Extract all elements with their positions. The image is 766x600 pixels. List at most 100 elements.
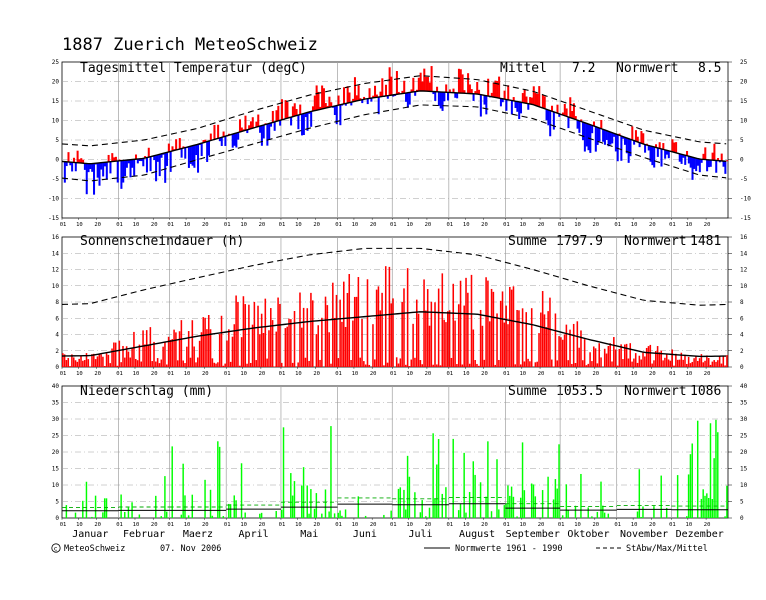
temp-bar (284, 100, 287, 119)
sunshine-bar (476, 363, 478, 367)
day-tick-label: 20 (94, 522, 101, 528)
temp-bar (711, 152, 714, 161)
day-tick-label: 20 (425, 522, 432, 528)
temp-bar (120, 160, 123, 189)
day-tick-label: 01 (558, 522, 565, 528)
sunshine-bar (153, 341, 155, 367)
y-tick-right: 10 (740, 482, 748, 489)
sunshine-bar (359, 357, 361, 367)
precip-bar (228, 503, 230, 518)
sunshine-bar (717, 360, 719, 367)
sunshine-bar (618, 348, 621, 367)
temp-bar (492, 82, 495, 97)
day-tick-label: 10 (631, 371, 638, 377)
temp-bar (476, 81, 479, 94)
temp-bar (270, 123, 273, 127)
sunshine-bar (587, 363, 590, 367)
precip-bar (339, 510, 341, 518)
temp-bar (551, 105, 554, 111)
sunshine-bar (428, 325, 431, 367)
precip-bar (308, 513, 310, 518)
sunshine-bar (470, 274, 473, 367)
day-tick-label: 10 (240, 371, 247, 377)
temp-bar (171, 146, 174, 152)
footer: c MeteoSchweiz 07. Nov 2006 Normwerte 19… (51, 543, 708, 554)
sunshine-bar (465, 277, 467, 367)
day-tick-label: 20 (259, 522, 266, 528)
precip-bar (709, 423, 712, 518)
temp-bar (89, 163, 92, 170)
precip-bar (91, 516, 93, 518)
day-tick-label: 20 (538, 522, 545, 528)
day-tick-label: 20 (259, 371, 266, 377)
y-tick-right: -5 (740, 176, 748, 183)
temp-bar (193, 145, 196, 168)
sunshine-title: Sonnenscheindauer (h) (80, 234, 244, 249)
legend-stat: StAbw/Max/Mittel (626, 544, 708, 554)
sunshine-bar (514, 364, 517, 367)
temp-bar (665, 150, 668, 155)
temp-bar (302, 113, 305, 136)
precip-bar (602, 505, 604, 518)
temp-bar (415, 89, 419, 92)
temp-bar (162, 153, 165, 155)
sunshine-bar (142, 330, 144, 367)
sunshine-bar (113, 342, 115, 367)
temp-bar (448, 89, 451, 93)
temp-bar (280, 99, 283, 121)
precip-bar (315, 493, 318, 518)
temp-bar (311, 106, 315, 112)
sunshine-bar (472, 329, 475, 367)
sunshine-bar (530, 308, 533, 367)
temp-bar (355, 95, 358, 102)
temp-bar (498, 76, 501, 98)
sunshine-bar (158, 363, 161, 367)
temp-bar (552, 111, 555, 130)
temp-bar (255, 121, 258, 128)
precip-bar (432, 433, 434, 518)
day-tick-label: 20 (649, 522, 656, 528)
temp-bar (145, 157, 148, 173)
sunshine-bar (607, 345, 610, 367)
sunshine-bar (644, 356, 646, 367)
precip-bar (521, 442, 524, 518)
sunshine-bar (547, 311, 549, 367)
precip-bar (182, 463, 184, 518)
sunshine-bar (311, 300, 314, 367)
sunshine-bar (561, 339, 564, 367)
sunshine-bar (384, 266, 387, 367)
temp-bar (687, 155, 690, 164)
precip-bar (532, 484, 535, 518)
temp-bar (333, 106, 336, 116)
sunshine-bar (355, 296, 358, 367)
y-tick-right: 5 (740, 499, 744, 506)
y-tick-left: 8 (55, 299, 59, 306)
temp-bar (620, 135, 623, 161)
sunshine-bar (684, 354, 686, 367)
temp-band-lower (61, 104, 727, 182)
precip-bar (580, 473, 582, 518)
precip-bar (689, 454, 692, 518)
precip-bar (428, 507, 431, 518)
sunshine-bar (374, 359, 376, 367)
temp-bar (167, 143, 170, 153)
temp-bar (649, 145, 652, 162)
temp-bar (726, 160, 729, 162)
sunshine-bar (479, 309, 482, 367)
sunshine-bar (541, 291, 544, 367)
precip-bar (357, 496, 360, 518)
temp-bar (468, 84, 471, 94)
precip-bar (468, 491, 471, 518)
temp-bar (71, 162, 74, 172)
day-tick-label: 10 (133, 222, 140, 228)
sunshine-bar (627, 358, 630, 367)
day-tick-label: 01 (614, 522, 621, 528)
sunshine-bar (328, 332, 330, 367)
sunshine-bar (445, 322, 447, 367)
sunshine-bar (713, 360, 715, 367)
precip-bar (485, 496, 487, 518)
temp-bar (361, 99, 364, 104)
day-tick-label: 01 (669, 371, 676, 377)
sunshine-bar (494, 364, 496, 367)
precip-bar (211, 515, 214, 518)
